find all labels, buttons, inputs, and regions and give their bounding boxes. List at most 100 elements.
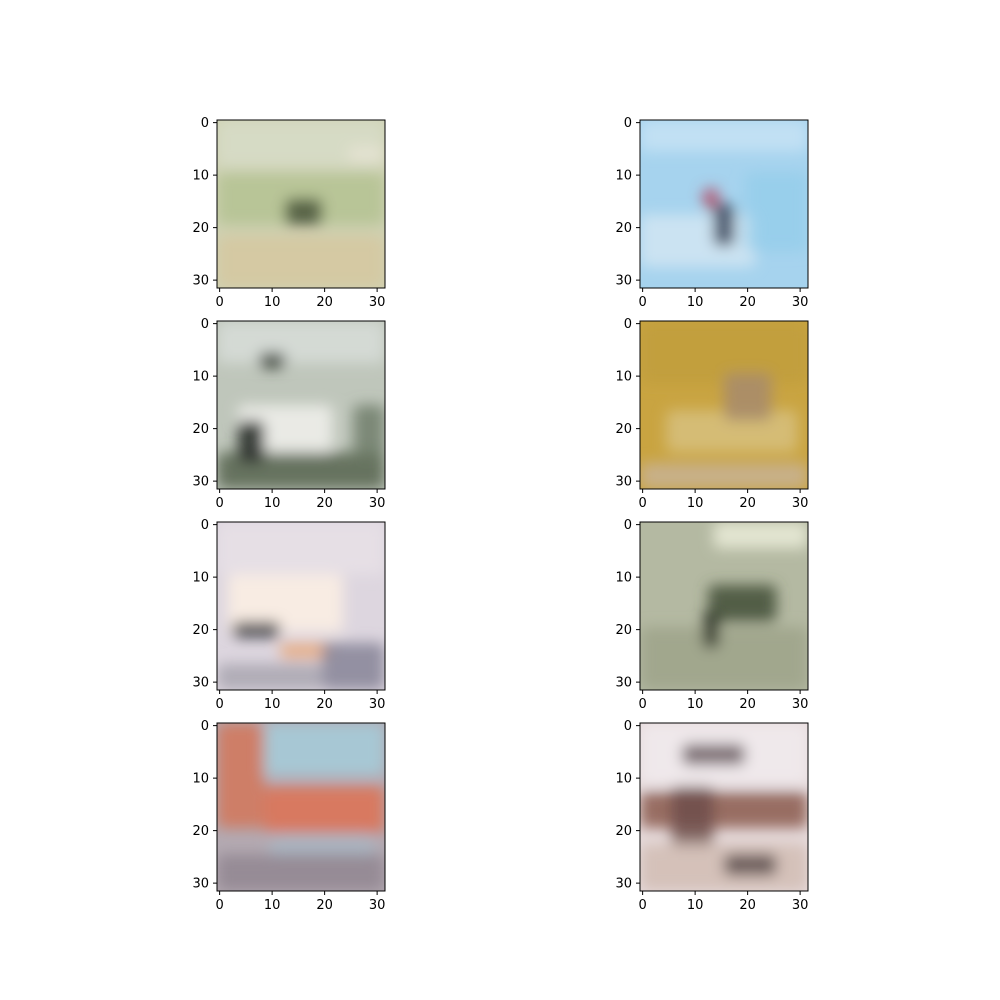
y-tick-label: 20 [192, 824, 209, 839]
y-tick-label: 20 [192, 221, 209, 236]
x-tick-label: 10 [687, 697, 704, 712]
panel-3-frame [216, 320, 386, 490]
x-tick-label: 20 [739, 496, 756, 511]
y-tick-label: 10 [615, 169, 632, 184]
panel-5-frame [216, 521, 386, 691]
x-tick-label: 0 [638, 898, 646, 913]
y-tick-label: 20 [192, 623, 209, 638]
panel-1-region-3 [348, 146, 385, 162]
y-tick-label: 30 [192, 274, 209, 289]
panel-8-frame [639, 722, 809, 892]
y-tick-label: 30 [192, 676, 209, 691]
panel-5-region-4 [322, 642, 385, 690]
y-tick-label: 0 [624, 317, 632, 332]
y-tick-label: 20 [615, 422, 632, 437]
y-tick-label: 0 [201, 116, 209, 131]
x-tick-label: 30 [792, 295, 809, 310]
y-tick-label: 0 [201, 317, 209, 332]
panel-5: 0 0 10 10 20 20 30 30 [192, 518, 386, 712]
x-tick-label: 10 [264, 898, 281, 913]
x-tick-label: 10 [687, 496, 704, 511]
y-tick-label: 20 [615, 623, 632, 638]
x-tick-label: 20 [316, 496, 333, 511]
x-tick-label: 30 [792, 898, 809, 913]
panel-6-image [640, 522, 808, 690]
y-tick-label: 30 [615, 676, 632, 691]
panel-8-region-1 [682, 744, 745, 765]
x-tick-label: 20 [739, 295, 756, 310]
x-tick-label: 30 [792, 496, 809, 511]
x-tick-label: 30 [369, 697, 386, 712]
panel-3-region-0 [217, 321, 385, 363]
y-tick-label: 0 [201, 719, 209, 734]
panel-6-region-3 [703, 611, 719, 648]
panel-2-image [640, 120, 808, 288]
panel-6-region-1 [640, 627, 808, 690]
panel-6: 0 0 10 10 20 20 30 30 [615, 518, 809, 712]
panel-5-region-2 [232, 621, 280, 638]
y-tick-label: 0 [624, 518, 632, 533]
panel-5-region-1 [227, 574, 343, 633]
x-tick-label: 0 [215, 496, 223, 511]
y-tick-label: 0 [624, 719, 632, 734]
y-tick-label: 30 [615, 475, 632, 490]
x-tick-label: 20 [739, 898, 756, 913]
panel-3-image [217, 321, 385, 489]
panel-2-frame [639, 119, 809, 289]
panel-1-frame [216, 119, 386, 289]
y-tick-label: 10 [192, 370, 209, 385]
panel-7-image [217, 723, 385, 891]
y-tick-label: 0 [201, 518, 209, 533]
y-tick-label: 10 [192, 169, 209, 184]
x-tick-label: 30 [792, 697, 809, 712]
panel-8-region-5 [724, 854, 777, 876]
panel-4-region-0 [640, 321, 808, 384]
panel-2-region-0 [640, 120, 808, 152]
x-tick-label: 10 [687, 898, 704, 913]
panel-5-image [217, 522, 385, 690]
panel-1-image [217, 120, 385, 288]
x-tick-label: 0 [215, 697, 223, 712]
panel-7-region-4 [217, 854, 385, 891]
panel-5-region-0 [217, 522, 385, 575]
panel-5-region-5 [217, 663, 322, 690]
panel-6-frame [639, 521, 809, 691]
panel-3-region-5 [353, 405, 385, 458]
panel-6-region-2 [708, 585, 777, 622]
x-tick-label: 20 [739, 697, 756, 712]
x-tick-label: 10 [264, 295, 281, 310]
x-tick-label: 0 [638, 496, 646, 511]
y-tick-label: 30 [192, 877, 209, 892]
panels-layer: 0010102020303000101020203030001010202030… [192, 116, 809, 913]
y-tick-label: 30 [615, 274, 632, 289]
panel-4-region-3 [640, 462, 808, 489]
panel-4: 0 0 10 10 20 20 30 30 [615, 317, 809, 511]
y-tick-label: 0 [624, 116, 632, 131]
panel-7-region-0 [259, 723, 385, 776]
y-tick-label: 20 [615, 221, 632, 236]
y-tick-label: 10 [615, 370, 632, 385]
panel-4-region-2 [724, 373, 772, 421]
panel-2: 0 0 10 10 20 20 30 30 [615, 116, 809, 310]
panel-2-region-1 [640, 214, 756, 267]
panel-6-region-0 [713, 522, 808, 549]
panel-7-region-2 [264, 786, 385, 834]
y-tick-label: 20 [615, 824, 632, 839]
panel-8-region-3 [671, 786, 714, 849]
y-tick-label: 30 [192, 475, 209, 490]
x-tick-label: 10 [264, 496, 281, 511]
panel-4-frame [639, 320, 809, 490]
y-tick-label: 20 [192, 422, 209, 437]
panel-2-region-2 [745, 172, 808, 252]
y-tick-label: 10 [192, 571, 209, 586]
x-tick-label: 30 [369, 898, 386, 913]
y-tick-label: 10 [615, 772, 632, 787]
x-tick-label: 10 [687, 295, 704, 310]
x-tick-label: 20 [316, 295, 333, 310]
panel-7: 0 0 10 10 20 20 30 30 [192, 719, 386, 913]
panel-7-frame [216, 722, 386, 892]
panel-2-region-4 [713, 204, 735, 246]
panel-4-image [640, 321, 808, 489]
y-tick-label: 30 [615, 877, 632, 892]
